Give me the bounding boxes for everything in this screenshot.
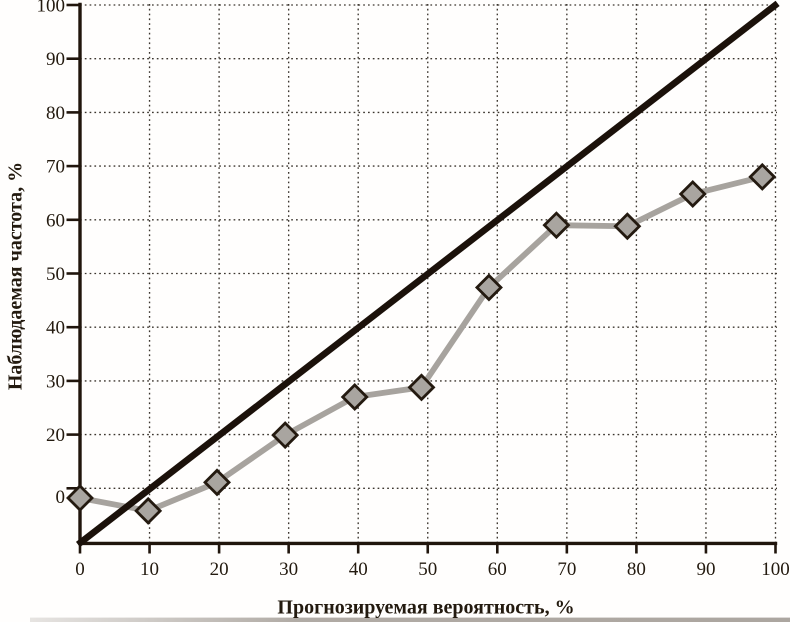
y-tick-label: 80 <box>46 103 65 124</box>
y-tick-label: 100 <box>37 0 66 17</box>
y-tick-label: 60 <box>46 210 65 231</box>
diamond-marker <box>542 211 571 240</box>
diamond-marker <box>203 468 231 497</box>
x-tick-label: 30 <box>279 559 298 580</box>
y-tick-label: 70 <box>46 157 65 178</box>
scan-artifact-bottom-edge <box>30 617 790 622</box>
diagonal-reference-line <box>75 0 780 548</box>
x-tick-label: 70 <box>557 559 576 580</box>
diamond-marker <box>134 496 163 525</box>
y-tick-label: 20 <box>46 425 65 446</box>
x-tick-label: 10 <box>140 559 159 580</box>
y-tick-label: 0 <box>56 487 66 508</box>
diamond-marker <box>340 383 369 411</box>
x-tick-label: 80 <box>627 559 646 580</box>
x-tick-label: 0 <box>75 559 85 580</box>
y-axis-title: Наблюдаемая частота, % <box>4 161 27 391</box>
diamond-marker <box>613 212 642 241</box>
x-tick-label: 40 <box>349 559 368 580</box>
x-tick-label: 60 <box>488 559 507 580</box>
diamond-marker <box>748 162 777 191</box>
x-tick-label: 20 <box>210 559 229 580</box>
diamond-marker <box>407 373 436 402</box>
diamond-marker <box>271 421 300 450</box>
y-tick-label: 40 <box>46 318 65 339</box>
y-tick-label: 90 <box>46 49 65 70</box>
y-tick-label: 50 <box>46 264 65 285</box>
x-tick-label: 50 <box>418 559 437 580</box>
diamond-marker <box>678 180 707 209</box>
x-axis-title: Прогнозируемая вероятность, % <box>277 596 575 619</box>
y-tick-label: 30 <box>46 371 65 392</box>
diamond-marker <box>66 483 94 512</box>
diamond-marker <box>474 273 503 302</box>
x-tick-label: 90 <box>696 559 715 580</box>
x-tick-label: 100 <box>761 559 790 580</box>
